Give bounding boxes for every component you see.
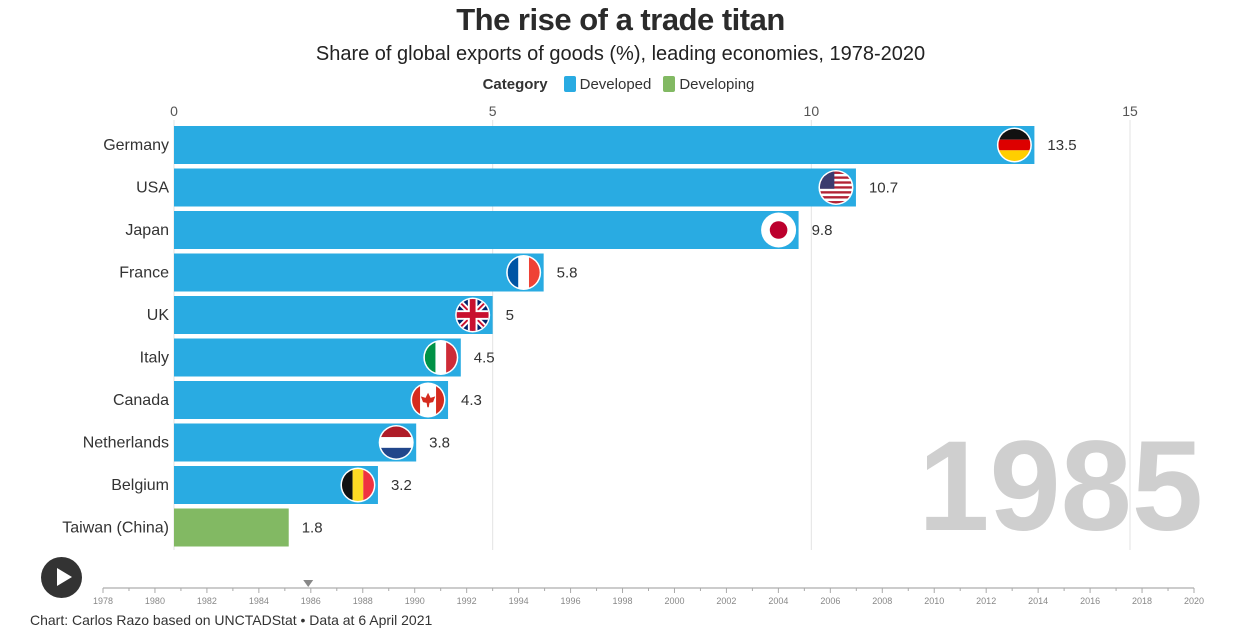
timeline-year-label[interactable]: 1998 [613, 596, 633, 606]
germany-flag-icon [996, 127, 1032, 163]
timeline-year-label[interactable]: 1980 [145, 596, 165, 606]
timeline-year-label[interactable]: 2000 [664, 596, 684, 606]
x-tick-label: 0 [170, 103, 178, 119]
timeline-year-label[interactable]: 2016 [1080, 596, 1100, 606]
timeline-year-label[interactable]: 2002 [716, 596, 736, 606]
legend-label-developing: Developing [679, 76, 755, 93]
value-label: 4.3 [461, 392, 482, 409]
timeline-year-label[interactable]: 1992 [457, 596, 477, 606]
value-label: 1.8 [302, 520, 323, 537]
usa-flag-icon [818, 170, 854, 205]
france-flag-icon [506, 255, 542, 290]
timeline-year-label[interactable]: 1986 [301, 596, 321, 606]
category-label: Netherlands [83, 435, 169, 452]
canada-flag-icon [410, 382, 446, 418]
timeline-year-label[interactable]: 2008 [872, 596, 892, 606]
legend-label-developed: Developed [579, 76, 652, 93]
bar-japan[interactable] [174, 211, 799, 249]
timeline-year-label[interactable]: 2006 [820, 596, 840, 606]
legend-title: Category [482, 76, 548, 93]
bar-uk[interactable] [174, 296, 493, 334]
x-tick-label: 10 [804, 103, 820, 119]
play-button[interactable] [41, 557, 82, 598]
chart-subtitle: Share of global exports of goods (%), le… [315, 43, 926, 65]
bar-germany[interactable] [174, 126, 1035, 164]
timeline-year-label[interactable]: 2020 [1184, 596, 1204, 606]
timeline-year-label[interactable]: 2012 [976, 596, 996, 606]
value-label: 3.2 [391, 477, 412, 494]
category-label: Taiwan (China) [62, 520, 169, 537]
value-label: 5.8 [557, 265, 578, 282]
timeline-year-label[interactable]: 1990 [405, 596, 425, 606]
timeline-year-label[interactable]: 2010 [924, 596, 944, 606]
timeline-year-label[interactable]: 2018 [1132, 596, 1152, 606]
value-label: 4.5 [474, 350, 495, 367]
timeline-year-label[interactable]: 2014 [1028, 596, 1048, 606]
bar-netherlands[interactable] [174, 423, 417, 462]
value-label: 5 [506, 307, 514, 324]
bar-canada[interactable] [174, 381, 449, 419]
value-label: 10.7 [869, 180, 898, 197]
current-year-watermark: 1985 [918, 415, 1203, 558]
bar-usa[interactable] [174, 168, 856, 207]
x-tick-label: 5 [489, 103, 497, 119]
chart-title: The rise of a trade titan [456, 2, 785, 37]
timeline-year-label[interactable]: 1982 [197, 596, 217, 606]
category-label: USA [136, 180, 169, 197]
timeline-year-label[interactable]: 1988 [353, 596, 373, 606]
category-label: UK [147, 307, 170, 324]
bar-taiwan-china[interactable] [174, 508, 289, 547]
value-label: 3.8 [429, 435, 450, 452]
value-label: 13.5 [1047, 137, 1076, 154]
timeline-year-label[interactable]: 2004 [768, 596, 788, 606]
legend-swatch-developing [663, 76, 676, 92]
timeline-year-label[interactable]: 1996 [561, 596, 581, 606]
japan-flag-icon [761, 212, 797, 248]
x-tick-label: 15 [1122, 103, 1138, 119]
legend-item-developing[interactable]: Developing [663, 76, 754, 93]
category-label: Germany [103, 137, 169, 154]
italy-flag-icon [423, 340, 459, 375]
bar-france[interactable] [174, 253, 544, 292]
timeline-year-label[interactable]: 1984 [249, 596, 269, 606]
belgium-flag-icon [340, 467, 376, 503]
value-label: 9.8 [812, 222, 833, 239]
uk-flag-icon [455, 297, 491, 333]
chart-credit: Chart: Carlos Razo based on UNCTADStat •… [30, 612, 433, 628]
play-icon [57, 568, 72, 586]
legend: Category Developed Developing [0, 76, 1241, 93]
netherlands-flag-icon [378, 425, 414, 460]
bar-italy[interactable] [174, 338, 461, 377]
timeline-year-label[interactable]: 1978 [93, 596, 113, 606]
category-label: Italy [140, 350, 169, 367]
timeline-year-label[interactable]: 1994 [509, 596, 529, 606]
category-label: Belgium [111, 477, 169, 494]
category-label: France [119, 265, 169, 282]
category-label: Canada [113, 392, 169, 409]
legend-item-developed[interactable]: Developed [563, 76, 652, 93]
legend-swatch-developed [563, 76, 576, 92]
timeline-handle[interactable] [303, 580, 314, 587]
category-label: Japan [125, 222, 169, 239]
